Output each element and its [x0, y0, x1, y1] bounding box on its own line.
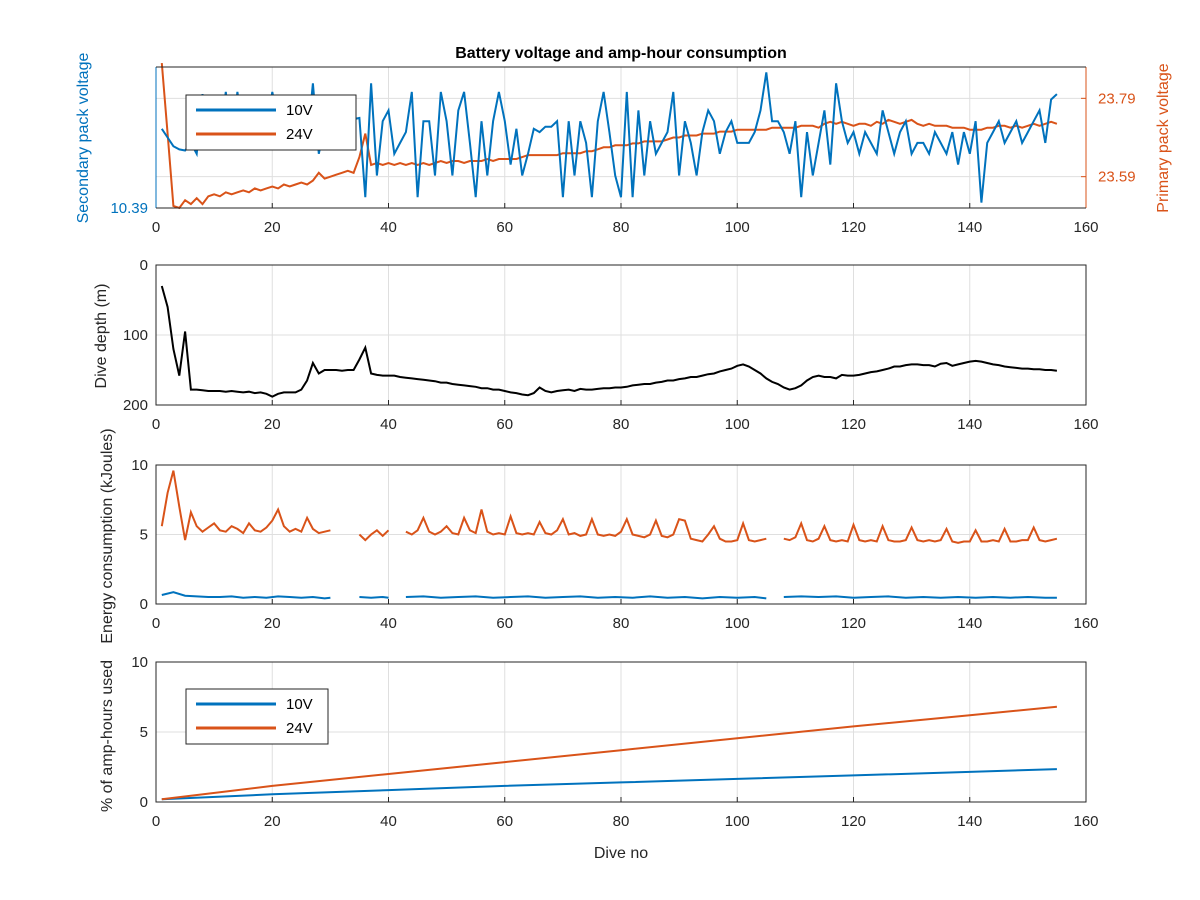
x-tick-label: 140 [957, 813, 982, 830]
x-tick-label: 20 [264, 615, 281, 632]
y-tick-label: 10 [131, 654, 148, 671]
x-tick-label: 160 [1073, 219, 1098, 236]
axes-frame [155, 264, 1087, 406]
x-tick-label: 60 [496, 615, 513, 632]
x-tick-label: 160 [1073, 416, 1098, 433]
voltage-panel: 0 20 40 60 80 100 120 140 160 10.39 23.79 23.59 [110, 63, 1136, 236]
energy-24v-segment [160, 470, 331, 541]
x-tick-label: 20 [264, 416, 281, 433]
amp-hours-24v-line [161, 705, 1057, 801]
y-tick-label: 100 [123, 327, 148, 344]
x-tick-label: 0 [152, 219, 160, 236]
energy-10v-segment [161, 591, 331, 600]
x-tick-label: 0 [152, 416, 160, 433]
legend-10v-label: 10V [286, 696, 313, 713]
series-24v-line [160, 63, 1058, 210]
energy-24v-segment [405, 509, 767, 543]
x-tick-label: 20 [264, 813, 281, 830]
y-tick-label: 0 [140, 596, 148, 613]
right-y-tick-label: 23.79 [1098, 90, 1136, 107]
depth-panel: 0 20 40 60 80 100 120 140 160 0 100 200 [123, 257, 1099, 433]
amp-hours-panel: 0 20 40 60 80 100 120 140 160 0 5 10 [131, 654, 1098, 830]
x-tick-label: 140 [957, 416, 982, 433]
x-tick-label: 60 [496, 416, 513, 433]
legend-24v-label: 24V [286, 126, 313, 143]
x-tick-label: 0 [152, 615, 160, 632]
legend-10v-label: 10V [286, 102, 313, 119]
y-tick-label: 10 [131, 457, 148, 474]
x-tick-label: 40 [380, 219, 397, 236]
voltage-legend: 10V 24V [185, 94, 357, 151]
energy-panel: 0 20 40 60 80 100 120 140 160 0 5 10 [131, 457, 1098, 632]
y-tick-label: 200 [123, 397, 148, 414]
x-tick-label: 0 [152, 813, 160, 830]
energy-ylabel: Energy consumption (kJoules) [99, 428, 116, 643]
x-tick-label: 40 [380, 615, 397, 632]
x-tick-label: 100 [725, 813, 750, 830]
x-tick-label: 140 [957, 219, 982, 236]
axes-frame [155, 661, 1087, 803]
x-tick-label: 40 [380, 813, 397, 830]
dive-no-xlabel: Dive no [594, 845, 648, 862]
depth-ylabel: Dive depth (m) [93, 284, 110, 389]
x-tick-label: 100 [725, 416, 750, 433]
x-tick-label: 120 [841, 416, 866, 433]
energy-24v-segment [358, 528, 390, 542]
x-tick-label: 60 [496, 813, 513, 830]
y-tick-label: 0 [140, 794, 148, 811]
y-tick-label: 0 [140, 257, 148, 274]
amp-hours-legend: 10V 24V [185, 688, 329, 745]
x-tick-label: 120 [841, 615, 866, 632]
energy-10v-segment [405, 595, 767, 600]
x-tick-label: 160 [1073, 813, 1098, 830]
x-tick-label: 120 [841, 219, 866, 236]
x-tick-label: 60 [496, 219, 513, 236]
x-tick-label: 40 [380, 416, 397, 433]
x-tick-label: 120 [841, 813, 866, 830]
legend-24v-label: 24V [286, 720, 313, 737]
figure-title: Battery voltage and amp-hour consumption [455, 45, 787, 62]
x-tick-label: 80 [613, 416, 630, 433]
depth-line [160, 285, 1058, 398]
energy-10v-segment [359, 595, 389, 599]
secondary-voltage-ylabel: Secondary pack voltage [75, 53, 92, 224]
amp-hours-10v-line [161, 768, 1057, 801]
x-tick-label: 80 [613, 813, 630, 830]
x-tick-label: 100 [725, 219, 750, 236]
x-tick-label: 80 [613, 219, 630, 236]
primary-voltage-ylabel: Primary pack voltage [1155, 63, 1172, 212]
axes-frame [155, 464, 1087, 605]
amp-hours-ylabel: % of amp-hours used [99, 660, 116, 812]
energy-10v-segment [783, 595, 1057, 599]
left-y-tick-label: 10.39 [110, 200, 148, 217]
y-tick-label: 5 [140, 527, 148, 544]
x-tick-label: 160 [1073, 615, 1098, 632]
x-tick-label: 20 [264, 219, 281, 236]
energy-24v-segment [783, 520, 1058, 544]
y-tick-label: 5 [140, 724, 148, 741]
x-tick-label: 80 [613, 615, 630, 632]
right-y-tick-label: 23.59 [1098, 169, 1136, 186]
x-tick-label: 100 [725, 615, 750, 632]
x-tick-label: 140 [957, 615, 982, 632]
